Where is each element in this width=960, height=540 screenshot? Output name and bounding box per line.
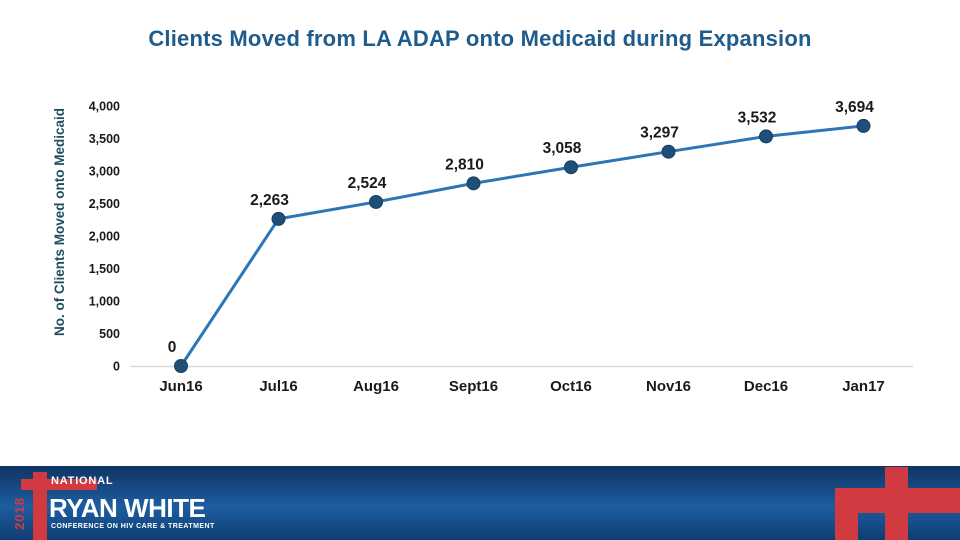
data-point <box>369 194 383 209</box>
y-tick-label: 1,500 <box>89 262 120 276</box>
x-tick-label: Oct16 <box>550 378 592 395</box>
y-tick-label: 3,000 <box>89 165 120 179</box>
y-tick-label: 500 <box>99 327 120 341</box>
data-label: 0 <box>168 339 177 356</box>
x-tick-label: Jun16 <box>159 378 202 395</box>
footer-cross-decoration <box>835 466 960 540</box>
logo-year: 2018 <box>12 497 27 531</box>
data-point <box>856 118 871 133</box>
y-axis-title: No. of Clients Moved onto Medicaid <box>52 108 67 336</box>
series-line <box>179 124 864 367</box>
y-tick-label: 2,000 <box>89 230 120 244</box>
decoration-horizontal-bar <box>835 488 960 513</box>
x-tick-label: Jul16 <box>259 378 297 395</box>
decoration-corner-block <box>835 513 858 540</box>
y-tick-label: 4,000 <box>89 100 120 114</box>
data-point <box>174 359 188 373</box>
data-label: 3,058 <box>543 140 582 157</box>
x-tick-label: Nov16 <box>646 378 691 395</box>
data-label: 3,694 <box>835 99 874 116</box>
data-label: 2,524 <box>348 175 387 192</box>
data-point <box>271 211 286 226</box>
y-tick-label: 3,500 <box>89 132 120 146</box>
x-tick-label: Aug16 <box>353 378 399 395</box>
logo-national-text: NATIONAL <box>51 475 114 487</box>
ryan-white-logo: 2018 NATIONAL RYAN WHITE CONFERENCE ON H… <box>0 466 280 540</box>
chart-title: Clients Moved from LA ADAP onto Medicaid… <box>148 26 812 51</box>
data-point <box>661 144 676 159</box>
data-label: 2,263 <box>250 192 289 209</box>
y-tick-label: 1,000 <box>89 295 120 309</box>
y-tick-label: 2,500 <box>89 197 120 211</box>
line-chart: 0 500 1,000 1,500 2,000 2,500 3,000 3,500 4,000 N… <box>52 99 913 395</box>
x-tick-label: Jan17 <box>842 378 885 395</box>
y-tick-label: 0 <box>113 360 120 374</box>
x-tick-label: Sept16 <box>449 378 498 395</box>
data-point <box>759 129 773 144</box>
logo-cross-horizontal-bar <box>21 479 97 490</box>
logo-brand-text: RYAN WHITE <box>49 493 206 523</box>
data-label: 3,532 <box>738 109 777 126</box>
x-tick-label: Dec16 <box>744 378 788 395</box>
data-label: 2,810 <box>445 156 484 173</box>
logo-cross-vertical-bar <box>33 472 47 540</box>
logo-tagline-text: CONFERENCE ON HIV CARE & TREATMENT <box>51 523 215 530</box>
data-point <box>564 160 578 175</box>
data-point <box>466 176 481 191</box>
footer-banner: 2018 NATIONAL RYAN WHITE CONFERENCE ON H… <box>0 466 960 540</box>
data-label: 3,297 <box>640 125 679 142</box>
